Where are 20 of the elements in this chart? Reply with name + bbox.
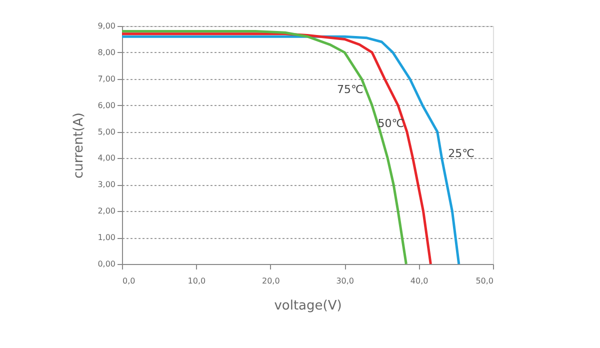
y-tick-label: 6,00 [98, 100, 116, 110]
y-tick-label: 2,00 [98, 206, 116, 216]
x-tick-label: 50,0 [476, 276, 494, 286]
series-label: 75℃ [337, 82, 364, 96]
y-tick-label: 8,00 [98, 48, 116, 57]
y-tick-label: 9,00 [98, 22, 116, 30]
x-tick-label: 10,0 [188, 276, 206, 286]
y-tick-label: 4,00 [98, 154, 116, 163]
y-tick-label: 5,00 [98, 127, 116, 136]
y-tick-label: 0,00 [98, 260, 116, 268]
y-tick-label: 7,00 [98, 74, 116, 84]
x-tick-label: 20,0 [262, 276, 280, 286]
x-axis-title: voltage(V) [274, 298, 342, 314]
x-tick-label: 30,0 [336, 276, 354, 286]
series-label: 25℃ [448, 146, 475, 160]
y-tick-label: 3,00 [98, 180, 116, 190]
x-tick-label: 0,0 [122, 276, 136, 286]
y-axis-title: current(A) [72, 112, 87, 178]
y-tick-label: 1,00 [98, 233, 116, 242]
x-tick-label: 40,0 [410, 276, 428, 286]
